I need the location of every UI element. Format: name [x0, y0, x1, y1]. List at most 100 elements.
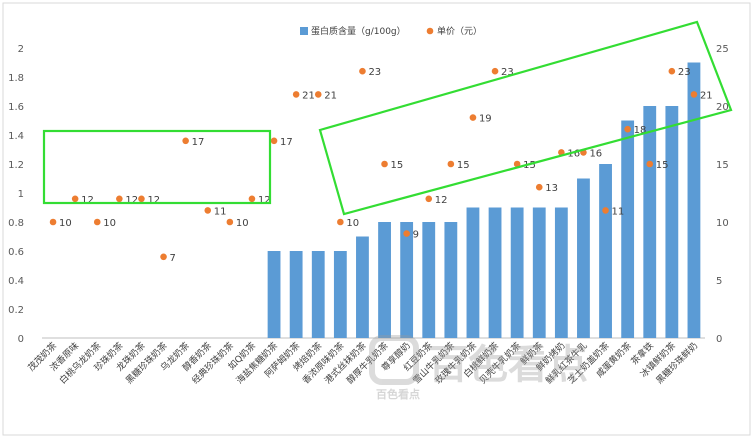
price-point: [248, 195, 256, 203]
price-data-label: 11: [214, 206, 227, 217]
y-left-tick-label: 0: [18, 334, 24, 345]
price-point: [624, 125, 631, 133]
bar: [333, 251, 347, 338]
price-data-label: 17: [280, 137, 293, 148]
price-point: [204, 207, 212, 214]
bar: [444, 222, 458, 338]
bar: [289, 251, 303, 338]
price-data-label: 11: [612, 206, 625, 217]
y-right-tick-label: 25: [716, 44, 729, 55]
y-left-tick-label: 1: [18, 189, 24, 200]
price-point: [270, 137, 278, 145]
y-left-tick-label: 2: [18, 44, 24, 55]
price-data-label: 16: [567, 148, 580, 159]
price-point: [292, 91, 300, 98]
y-right-tick-label: 0: [716, 334, 722, 345]
price-data-label: 18: [634, 125, 647, 136]
price-data-label: 10: [346, 218, 359, 229]
y-right-tick-label: 15: [716, 160, 729, 171]
price-point: [646, 160, 654, 168]
price-data-label: 17: [192, 137, 205, 148]
price-data-label: 16: [589, 148, 602, 159]
price-point: [469, 114, 477, 121]
bar: [532, 207, 546, 338]
y-left-tick-label: 1.8: [8, 73, 24, 84]
price-point: [381, 160, 388, 168]
bar: [643, 106, 657, 338]
price-data-label: 15: [656, 160, 669, 171]
price-point: [337, 218, 344, 226]
bar: [356, 236, 369, 338]
watermark-text: 百色看点: [428, 342, 588, 388]
y-left-tick-label: 0.2: [8, 305, 24, 316]
price-point: [226, 218, 234, 226]
price-data-label: 23: [501, 67, 514, 78]
bar: [687, 62, 701, 338]
price-data-label: 15: [457, 160, 470, 171]
price-point: [359, 67, 366, 75]
price-point: [602, 207, 609, 214]
price-data-label: 12: [81, 195, 94, 206]
price-data-label: 15: [391, 160, 404, 171]
y-left-tick-label: 1.6: [8, 102, 24, 113]
bar: [311, 251, 325, 338]
y-right-tick-label: 10: [716, 218, 729, 229]
bar: [510, 207, 524, 338]
watermark-small-text: 百色看点: [376, 387, 420, 401]
price-point: [535, 183, 543, 191]
legend-swatch-price: [426, 27, 434, 35]
price-data-label: 12: [435, 195, 448, 206]
price-point: [93, 218, 101, 226]
bar: [621, 120, 635, 338]
price-data-label: 10: [103, 218, 116, 229]
price-data-label: 21: [700, 90, 713, 101]
bar: [400, 222, 414, 338]
bar: [378, 222, 391, 338]
price-data-label: 23: [368, 67, 381, 78]
price-point: [513, 160, 521, 168]
y-left-tick-label: 1.2: [8, 160, 24, 171]
highlight-box-right: [318, 20, 733, 216]
price-point: [49, 218, 57, 226]
price-point: [138, 195, 145, 203]
y-left-tick-label: 0.6: [8, 247, 24, 258]
price-data-label: 21: [302, 90, 315, 101]
bar: [466, 207, 480, 338]
price-point: [491, 67, 499, 75]
bar: [665, 106, 679, 338]
price-point: [690, 91, 698, 98]
price-point: [403, 230, 410, 237]
price-data-label: 13: [545, 183, 558, 194]
price-point: [116, 195, 123, 203]
price-data-label: 10: [236, 218, 249, 229]
y-left-tick-label: 0.8: [8, 218, 24, 229]
price-point: [425, 195, 433, 203]
price-data-label: 15: [523, 160, 536, 171]
bar: [267, 251, 281, 338]
price-data-label: 21: [324, 90, 337, 101]
price-point: [182, 137, 189, 145]
watermark-logo: 百色看点: [369, 335, 588, 388]
price-data-label: 12: [258, 195, 271, 206]
y-right-tick-label: 5: [716, 276, 722, 287]
bar: [422, 222, 436, 338]
legend-swatch-protein: [300, 27, 308, 35]
legend-label-price: 单价（元）: [437, 25, 482, 37]
y-right-tick-label: 20: [716, 102, 729, 113]
bar: [599, 164, 612, 338]
bar: [577, 178, 590, 338]
bar: [554, 207, 568, 338]
y-left-tick-label: 1.4: [8, 131, 24, 142]
bar: [488, 207, 502, 338]
price-data-label: 10: [59, 218, 72, 229]
price-point: [314, 91, 322, 98]
price-point: [447, 160, 455, 168]
legend-label-protein: 蛋白质含量（g/100g）: [311, 25, 406, 37]
price-point: [668, 67, 676, 75]
highlight-box-left: [42, 129, 272, 205]
price-point: [71, 195, 79, 203]
y-left-tick-label: 0.4: [8, 276, 24, 287]
price-data-label: 7: [170, 253, 176, 264]
